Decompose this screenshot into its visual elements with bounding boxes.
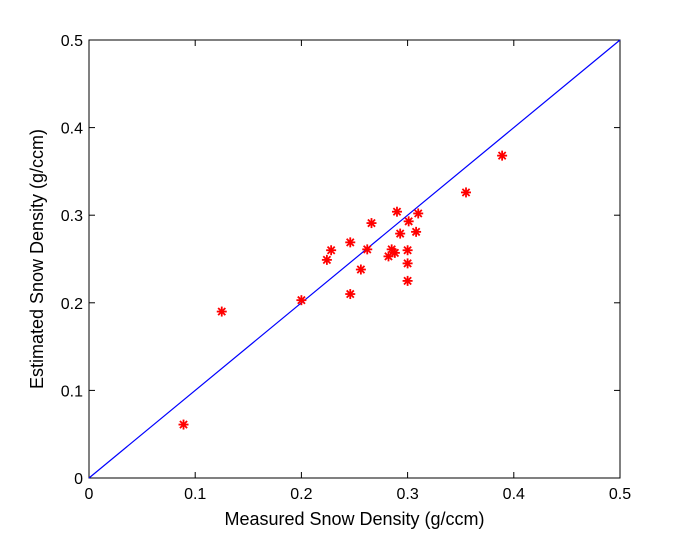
x-tick-labels: 0 0.1 0.2 0.3 0.4 0.5 (85, 486, 632, 503)
y-axis-label: Estimated Snow Density (g/ccm) (27, 129, 47, 389)
data-point-21 (461, 187, 472, 198)
data-point-19 (411, 226, 422, 237)
data-points (178, 150, 508, 430)
y-tick-label: 0.3 (61, 208, 83, 225)
data-point-5 (345, 289, 356, 300)
x-tick-label: 0.1 (184, 486, 206, 503)
data-point-18 (403, 216, 414, 227)
axis-ticks (88, 39, 621, 479)
data-point-14 (395, 228, 406, 239)
data-point-20 (413, 208, 424, 219)
y-tick-label: 0.5 (61, 33, 83, 50)
data-point-6 (345, 237, 356, 248)
y-tick-labels: 0 0.1 0.2 0.3 0.4 0.5 (61, 33, 83, 488)
y-tick-label: 0 (74, 471, 83, 488)
identity-reference-line (88, 39, 621, 479)
data-point-2 (296, 295, 307, 306)
data-point-7 (355, 264, 366, 275)
data-point-16 (402, 258, 413, 269)
data-point-13 (391, 206, 402, 217)
data-point-4 (326, 245, 337, 256)
data-point-22 (497, 150, 508, 161)
data-point-17 (402, 245, 413, 256)
data-point-1 (216, 306, 227, 317)
y-tick-label: 0.2 (61, 296, 83, 313)
x-tick-label: 0.3 (396, 486, 418, 503)
x-tick-label: 0.4 (503, 486, 525, 503)
data-point-0 (178, 419, 189, 430)
x-tick-label: 0.5 (609, 486, 631, 503)
data-point-12 (389, 247, 400, 258)
data-point-8 (362, 244, 373, 255)
data-point-15 (402, 275, 413, 286)
data-point-3 (321, 254, 332, 265)
x-tick-label: 0.2 (290, 486, 312, 503)
x-tick-label: 0 (85, 486, 94, 503)
data-point-9 (366, 218, 377, 229)
y-tick-label: 0.1 (61, 383, 83, 400)
y-tick-label: 0.4 (61, 121, 83, 138)
x-axis-label: Measured Snow Density (g/ccm) (224, 509, 484, 529)
